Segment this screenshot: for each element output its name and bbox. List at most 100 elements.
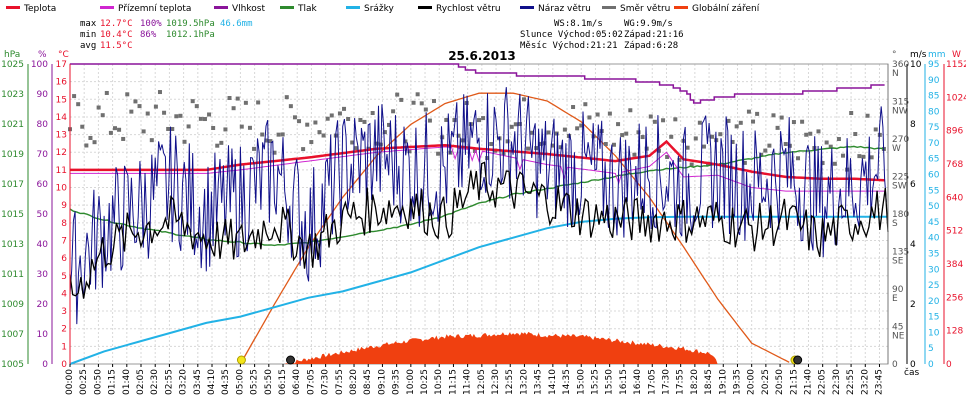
tick-mm: 60 (928, 171, 940, 181)
x-tick-label: 18:45 (704, 369, 714, 395)
wind-direction-point (595, 112, 600, 117)
wind-direction-point (477, 118, 481, 123)
tick-pct: 100 (31, 60, 48, 70)
sunrise-marker (236, 355, 246, 365)
wind-direction-point (190, 99, 195, 104)
wind-direction-point (309, 140, 314, 145)
x-tick-label: 07:55 (335, 369, 345, 395)
wind-direction-point (853, 132, 858, 137)
x-tick-label: 00:00 (65, 369, 75, 395)
wind-direction-point (88, 135, 93, 140)
legend-swatch (346, 6, 360, 9)
min-label: min (80, 30, 96, 40)
legend-swatch (674, 6, 688, 9)
wind-direction-point (149, 138, 154, 143)
x-tick-label: 09:35 (392, 369, 402, 395)
wind-direction-point (395, 92, 400, 97)
tick-degc: 9 (61, 201, 67, 211)
wind-direction-point (734, 124, 739, 129)
x-tick-label: 14:10 (548, 369, 558, 395)
wind-direction-point (571, 105, 576, 110)
wind-direction-point (342, 106, 347, 111)
wind-direction-point (170, 127, 175, 132)
wind-direction-point (521, 97, 526, 102)
wind-direction-point (407, 149, 412, 154)
wind-direction-point (632, 152, 637, 157)
avg-temp: 11.5°C (100, 41, 133, 51)
tick-mm: 55 (928, 186, 939, 196)
x-tick-label: 06:40 (292, 369, 302, 395)
tick-degc: 5 (61, 272, 67, 282)
tick-dir-label: NE (892, 332, 905, 342)
wind-direction-point (816, 129, 821, 134)
tick-degc: 14 (56, 113, 68, 123)
y-axes: 1005100710091011101310151017101910211023… (1, 60, 966, 370)
tick-hpa: 1009 (1, 300, 24, 310)
plot-series (68, 63, 889, 365)
unit-ms: m/s (910, 50, 927, 60)
wind-direction-point (665, 154, 670, 159)
tick-hpa: 1013 (1, 240, 24, 250)
wind-direction-point (661, 118, 666, 123)
x-tick-label: 21:40 (803, 369, 813, 395)
tick-degc: 7 (61, 236, 67, 246)
x-tick-label: 09:10 (377, 369, 387, 395)
wind-direction-point (575, 126, 580, 131)
wind-direction-point (517, 122, 522, 127)
moonset-marker (286, 355, 296, 365)
x-tick-label: 04:35 (221, 369, 231, 395)
wind-direction-point (820, 160, 825, 165)
wind-direction-point (157, 90, 162, 95)
wind-direction-point (399, 97, 404, 102)
legend-label: Rychlost větru (436, 4, 501, 14)
wind-direction-point (153, 104, 158, 109)
tick-hpa: 1019 (1, 150, 24, 160)
wind-direction-point (76, 102, 81, 107)
wind-direction-point (513, 122, 518, 127)
tick-pct: 60 (37, 180, 49, 190)
x-tick-label: 18:20 (690, 369, 700, 395)
wind-direction-point (607, 111, 612, 116)
wind-direction-point (194, 104, 199, 109)
wind-direction-point (693, 136, 698, 141)
wind-direction-point (276, 132, 281, 137)
wind-direction-point (104, 90, 109, 95)
x-tick-label: 17:30 (661, 369, 671, 395)
x-tick-label: 11:40 (463, 369, 473, 395)
tick-w: 1024 (946, 93, 966, 103)
wind-direction-point (796, 156, 801, 161)
wind-direction-point (481, 116, 486, 121)
wind-direction-point (117, 127, 122, 132)
tick-degc: 12 (56, 148, 67, 158)
x-tick-label: 07:30 (321, 369, 331, 395)
wind-direction-point (546, 130, 551, 135)
wind-direction-point (640, 135, 645, 140)
legend-swatch (214, 6, 228, 9)
tick-dir-label: E (892, 294, 898, 304)
legend-swatch (418, 6, 432, 9)
min-temp: 10.4°C (100, 30, 133, 40)
tick-dir: 270 (892, 135, 909, 145)
tick-w: 768 (946, 160, 963, 170)
wind-direction-point (72, 94, 77, 99)
tick-mm: 95 (928, 60, 939, 70)
legend-swatch (6, 6, 20, 9)
wind-direction-point (444, 117, 449, 122)
wind-direction-point (133, 99, 138, 104)
x-tick-label: 08:20 (349, 369, 359, 395)
series-global-radiation-area (284, 331, 718, 364)
tick-degc: 8 (61, 219, 67, 229)
tick-hpa: 1023 (1, 90, 24, 100)
x-tick-label: 22:30 (832, 369, 842, 395)
wind-direction-point (832, 161, 837, 166)
unit-hpa: hPa (4, 50, 20, 60)
wind-direction-point (174, 114, 179, 119)
wind-direction-point (738, 120, 743, 125)
x-tick-label: 08:45 (363, 369, 373, 395)
wind-direction-point (264, 138, 269, 143)
x-tick-label: 10:00 (406, 369, 416, 395)
tick-dir: 180 (892, 210, 909, 220)
x-tick-label: 06:15 (278, 369, 288, 395)
wind-direction-point (849, 111, 854, 116)
